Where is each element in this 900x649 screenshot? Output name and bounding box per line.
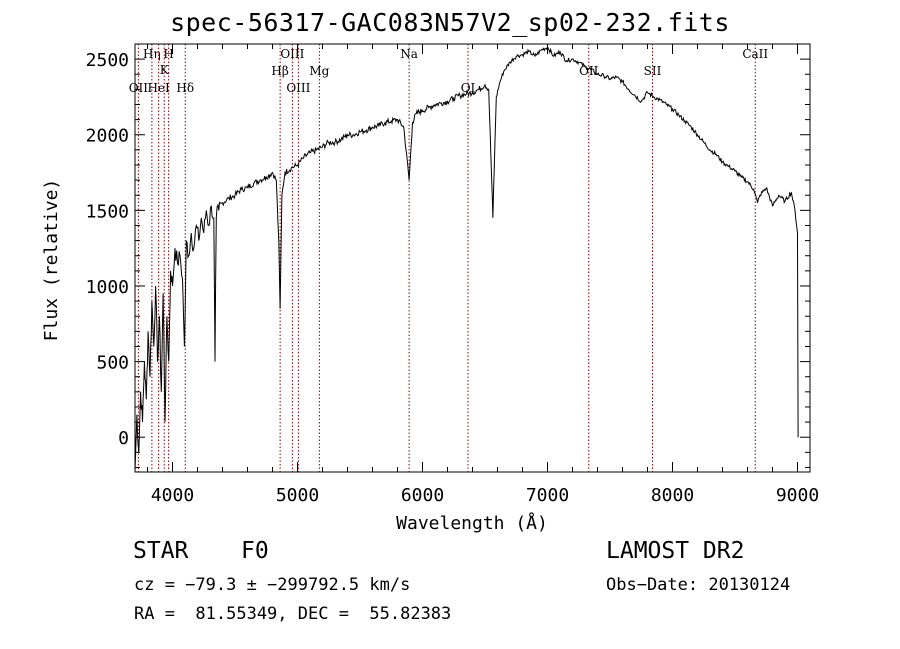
axis-ticks: 4000 5000 6000 7000 8000 9000 0 500 1000 1500 2000…	[86, 44, 819, 506]
ra-dec: RA = 81.55349, DEC = 55.82383	[134, 604, 452, 624]
line-marker-label: H	[163, 47, 173, 61]
survey-name: LAMOST DR2	[606, 538, 745, 564]
obs-date: Obs−Date: 20130124	[606, 575, 791, 595]
x-axis-label: Wavelength (Å)	[396, 512, 548, 534]
line-marker-label: OIII	[280, 47, 304, 61]
line-marker-label: Na	[400, 47, 418, 61]
y-tick-label: 2500	[86, 50, 129, 71]
x-tick-label: 9000	[776, 485, 819, 506]
y-tick-label: 500	[96, 353, 129, 374]
line-marker-label: OII	[129, 81, 149, 95]
x-tick-label: 8000	[651, 485, 694, 506]
x-tick-label: 4000	[151, 485, 194, 506]
y-tick-label: 1500	[86, 201, 129, 222]
x-tick-label: 6000	[401, 485, 444, 506]
line-marker-label: K	[160, 63, 170, 77]
flux-series-line	[134, 45, 799, 473]
redshift-cz: cz = −79.3 ± −299792.5 km/s	[134, 575, 411, 595]
y-tick-label: 1000	[86, 277, 129, 298]
y-tick-label: 2000	[86, 126, 129, 147]
y-axis-label: Flux (relative)	[41, 179, 62, 342]
line-marker-label: OII	[579, 64, 599, 78]
line-markers: OII Hη HeI KH Hδ Hβ OIII OIII Mg Na OI OII SII CaII	[129, 44, 768, 472]
line-marker-label: Hη	[143, 47, 161, 61]
plot-frame	[134, 43, 811, 473]
object-subclass: F0	[241, 538, 269, 564]
line-marker-label: CaII	[742, 47, 768, 61]
y-tick-label: 0	[118, 428, 129, 449]
x-tick-label: 7000	[526, 485, 569, 506]
x-tick-label: 5000	[276, 485, 319, 506]
line-marker-label: OIII	[286, 81, 310, 95]
line-marker-label: Mg	[309, 64, 329, 78]
chart-title: spec-56317-GAC083N57V2_sp02-232.fits	[170, 8, 730, 37]
line-marker-label: HeI	[147, 81, 170, 95]
line-marker-label: SII	[644, 64, 662, 78]
object-class: STAR	[133, 538, 189, 564]
line-marker-label: Hβ	[271, 64, 288, 78]
line-marker-label: Hδ	[176, 81, 194, 95]
line-marker-label: OI	[461, 81, 476, 95]
